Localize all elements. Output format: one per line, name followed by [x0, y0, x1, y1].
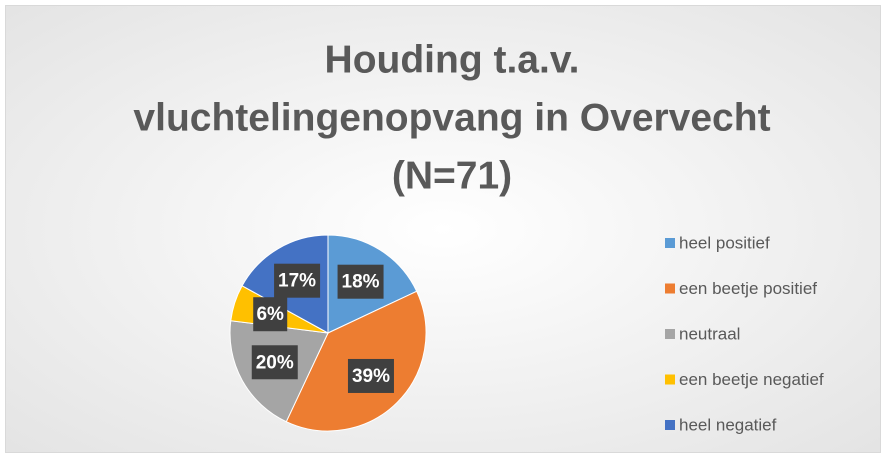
- legend-label: een beetje negatief: [679, 370, 824, 389]
- data-label: 18%: [342, 272, 380, 293]
- data-label: 39%: [352, 366, 390, 387]
- data-label-box: [347, 358, 394, 393]
- legend-swatch: [665, 329, 675, 339]
- data-labels: 18% 39% 20% 6% 17%: [251, 263, 394, 393]
- legend-swatch: [665, 420, 675, 430]
- pie: [229, 234, 427, 432]
- legend-swatch: [665, 238, 675, 248]
- legend-label: heel negatief: [679, 415, 777, 434]
- data-label: 17%: [278, 271, 316, 292]
- data-label-box: [337, 264, 384, 299]
- title-line: (N=71): [392, 154, 512, 197]
- data-label: 6%: [256, 304, 284, 325]
- data-label-box: [251, 345, 298, 380]
- data-label: 20%: [256, 352, 294, 373]
- chart-title: Houding t.a.v. vluchtelingenopvang in Ove…: [133, 38, 770, 197]
- legend-label: een beetje positief: [679, 279, 817, 298]
- legend-swatch: [665, 374, 675, 385]
- title-line: Houding t.a.v.: [325, 38, 580, 81]
- legend: heel positief een beetje positief neutraal…: [665, 233, 824, 434]
- legend-label: neutraal: [679, 324, 740, 343]
- data-label-box: [253, 297, 288, 332]
- data-label-box: [274, 263, 321, 298]
- legend-label: heel positief: [679, 233, 770, 252]
- chart-area: [5, 5, 881, 453]
- title-line: vluchtelingenopvang in Overvecht: [133, 96, 770, 139]
- legend-swatch: [665, 283, 675, 294]
